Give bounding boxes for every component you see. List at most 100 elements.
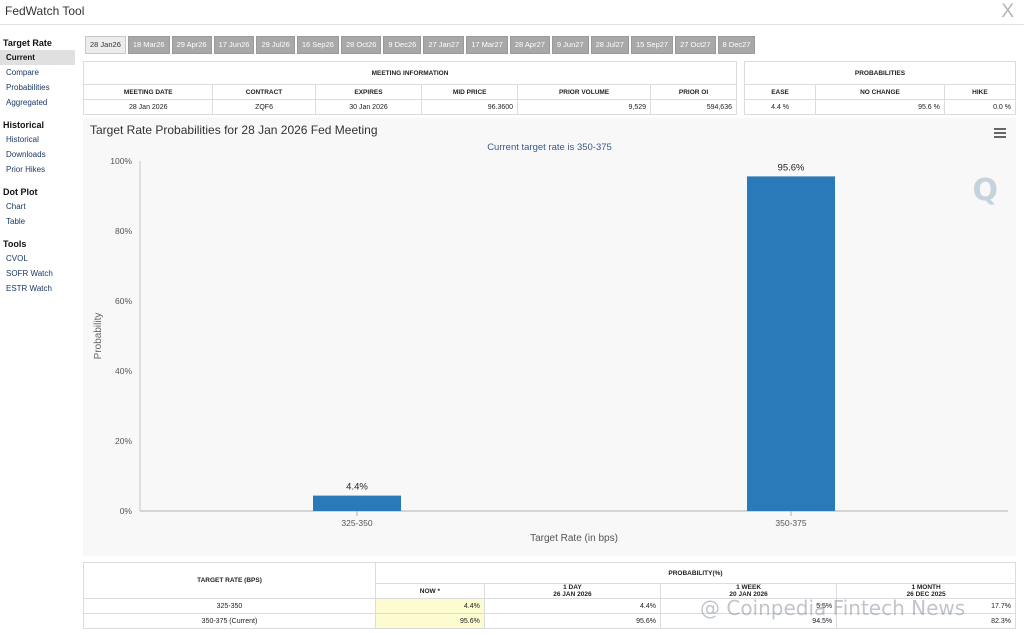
meeting-info-title: MEETING INFORMATION [83,61,737,85]
meeting-date-tabs: 28 Jan26 18 Mar26 29 Apr26 17 Jun26 29 Jul26… [85,36,756,54]
period-header: 1 DAY 26 JAN 2026 [483,583,662,599]
column-header: NO CHANGE [815,84,945,100]
sidebar-item-aggregated[interactable]: Aggregated [6,98,48,107]
chart-title: Target Rate Probabilities for 28 Jan 202… [90,123,378,137]
bar-350-375 [747,176,835,511]
tab-15-sep27[interactable]: 15 Sep27 [630,36,674,54]
tab-29-apr26[interactable]: 29 Apr26 [171,36,212,54]
probability-cell: 95.6% [375,613,485,629]
watermark-text: @ Coinpedia Fintech News [700,596,966,620]
period-header: 1 WEEK 20 JAN 2026 [659,583,838,599]
sidebar-spacer [0,229,78,237]
period-date: 26 DEC 2025 [906,591,946,598]
probability-bar-chart: 0% 20% 40% 60% 80% 100% 4.4% 325-350 95.6% 350-37… [93,156,1008,544]
sidebar-item-compare[interactable]: Compare [6,68,39,77]
probability-group-header: PROBABILITY(%) [375,562,1016,584]
table-cell: 30 Jan 2026 [314,99,423,115]
tab-9-jun27[interactable]: 9 Jun27 [551,36,589,54]
column-header: PRIOR VOLUME [517,84,652,100]
target-rate-col-header: TARGET RATE (BPS) [83,562,376,599]
sidebar-item-cvol[interactable]: CVOL [6,254,28,263]
y-tick-label: 100% [110,156,132,166]
x-axis-title: Target Rate (in bps) [530,533,618,544]
close-icon[interactable]: X [1001,1,1014,22]
period-label: 1 WEEK [736,584,762,591]
table-cell: ZQF6 [212,99,316,115]
column-header: HIKE [943,84,1017,100]
tab-9-dec26[interactable]: 9 Dec26 [383,36,422,54]
tab-28-jul27[interactable]: 28 Jul27 [590,36,629,54]
y-tick-label: 20% [115,436,132,446]
bar-325-350 [313,495,401,511]
sidebar-item-current[interactable]: Current [0,50,75,65]
sidebar: Target Rate Current Compare Probabilities Ag… [0,36,78,304]
sidebar-item-historical[interactable]: Historical [6,135,39,144]
table-row: 350-375 (Current) 95.6% 95.6% 94.5% 82.3% [83,613,1016,629]
quikstrike-logo: Q [972,173,998,208]
sidebar-item-table[interactable]: Table [6,217,26,226]
table-cell: 9,529 [517,99,652,115]
meeting-info-row: 28 Jan 2026 ZQF6 30 Jan 2026 96.3600 9,529 59… [82,99,737,115]
tab-27-oct27[interactable]: 27 Oct27 [675,36,716,54]
watermark: @ Coinpedia Fintech News [700,596,965,620]
period-date: 26 JAN 2026 [553,591,592,598]
tab-28-jan26[interactable]: 28 Jan26 [85,36,126,54]
title-bar: FedWatch Tool X [0,0,1024,25]
x-tick-label: 325-350 [341,518,372,528]
sidebar-item-estr-watch[interactable]: ESTR Watch [6,284,52,293]
column-header: CONTRACT [212,84,316,100]
sidebar-spacer [0,177,78,185]
sidebar-heading: Historical [3,120,45,130]
probabilities-row: 4.4 % 95.6 % 0.0 % [743,99,1017,115]
tab-29-jul26[interactable]: 29 Jul26 [256,36,295,54]
sidebar-heading: Tools [3,239,27,249]
x-tick-label: 350-375 [775,518,806,528]
column-header: MEETING DATE [82,84,214,100]
app-title: FedWatch Tool [5,4,85,18]
sidebar-item-probabilities[interactable]: Probabilities [6,83,50,92]
data-label: 4.4% [346,482,368,493]
column-header: EASE [743,84,817,100]
chart-subtitle: Current target rate is 350-375 [487,142,612,153]
probabilities-title: PROBABILITIES [744,61,1016,85]
sidebar-item-prior-hikes[interactable]: Prior Hikes [6,165,46,174]
column-header: PRIOR OI [650,84,737,100]
table-cell: 594,636 [650,99,737,115]
sidebar-heading: Target Rate [3,38,52,48]
table-cell: 0.0 % [943,99,1017,115]
period-date: 20 JAN 2026 [729,591,768,598]
sidebar-item-downloads[interactable]: Downloads [6,150,46,159]
tab-16-sep26[interactable]: 16 Sep26 [296,36,339,54]
column-header: MID PRICE [421,84,519,100]
sidebar-item-sofr-watch[interactable]: SOFR Watch [6,269,53,278]
period-label: NOW * [419,587,441,595]
chart-menu-icon[interactable] [994,128,1006,140]
probabilities-header-row: EASE NO CHANGE HIKE [743,84,1017,100]
tab-27-jan27[interactable]: 27 Jan27 [423,36,465,54]
sidebar-spacer [0,296,78,304]
y-axis-title: Probability [93,313,104,360]
meeting-information-table: MEETING INFORMATION MEETING DATE CONTRACT… [82,61,737,115]
sidebar-spacer [0,110,78,118]
y-tick-label: 80% [115,226,132,236]
tab-17-jun26[interactable]: 17 Jun26 [213,36,255,54]
tab-28-oct26[interactable]: 28 Oct26 [340,36,382,54]
table-cell: 28 Jan 2026 [82,99,214,115]
table-cell: 95.6 % [815,99,945,115]
tab-18-mar26[interactable]: 18 Mar26 [127,36,170,54]
table-cell: 4.4 % [743,99,817,115]
sidebar-item-chart[interactable]: Chart [6,202,26,211]
chart-panel: Target Rate Probabilities for 28 Jan 202… [83,118,1016,556]
tab-8-dec27[interactable]: 8 Dec27 [717,36,756,54]
tab-28-apr27[interactable]: 28 Apr27 [509,36,550,54]
column-header: EXPIRES [314,84,423,100]
target-rate-cell: 350-375 (Current) [83,613,376,629]
y-tick-label: 60% [115,296,132,306]
y-tick-label: 40% [115,366,132,376]
period-header: NOW * [375,583,485,599]
target-rate-cell: 325-350 [83,598,376,614]
probability-cell: 4.4% [375,598,485,614]
tab-17-mar27[interactable]: 17 Mar27 [466,36,508,54]
meeting-info-header-row: MEETING DATE CONTRACT EXPIRES MID PRICE PRIO… [82,84,737,100]
probability-cell: 82.3% [836,613,1016,629]
